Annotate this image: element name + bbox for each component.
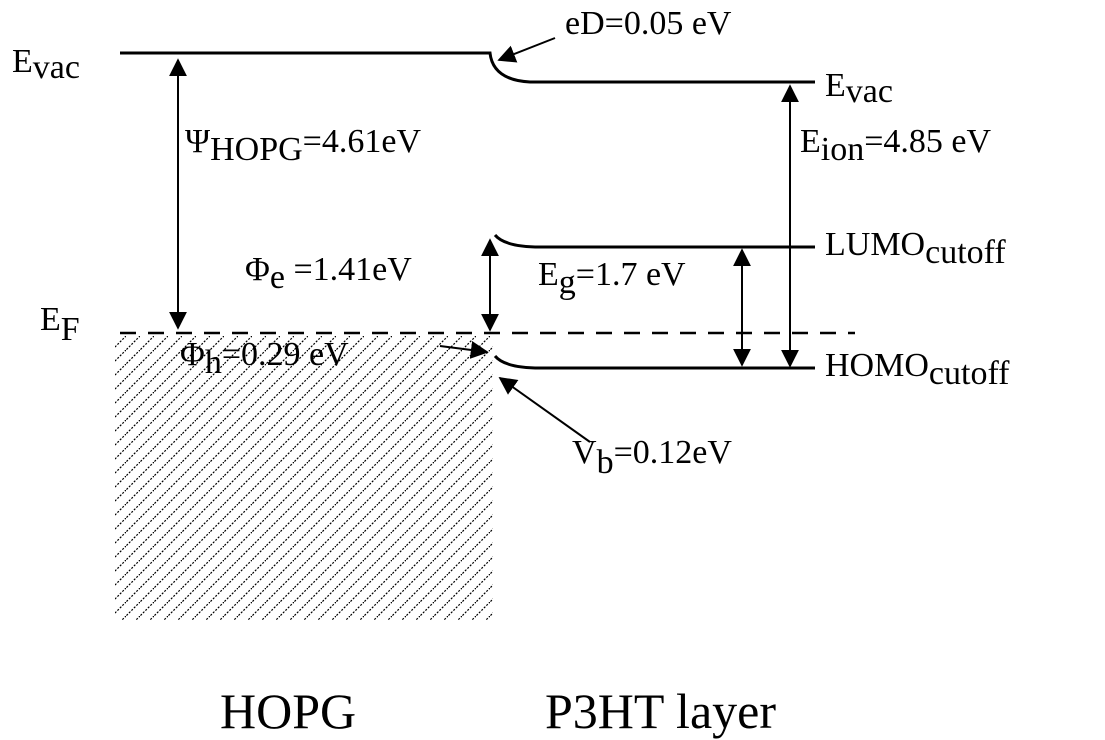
ionization-label: Eion=4.85 eV	[800, 123, 992, 168]
lumo-label: LUMOcutoff	[825, 226, 1006, 271]
electron-barrier-label: Φe =1.41eV	[245, 251, 412, 296]
metal-filled-states	[115, 336, 493, 620]
work-function-label: ΨHOPG=4.61eV	[185, 123, 421, 168]
material-label: P3HT layer	[545, 683, 776, 739]
fermi-label: EF	[40, 301, 80, 348]
band-gap-label: Eg=1.7 eV	[538, 256, 686, 301]
material-label: HOPG	[220, 683, 356, 739]
vacuum-label-right: Evac	[825, 67, 893, 110]
hole-barrier-label: Φh=0.29 eV	[180, 336, 349, 381]
homo-level	[493, 354, 815, 370]
homo-label: HOMOcutoff	[825, 347, 1010, 392]
band-bending-arrow	[498, 376, 591, 443]
lumo-level	[493, 233, 815, 249]
band-bending-label: Vb=0.12eV	[572, 434, 732, 481]
hole-barrier-arrow	[439, 341, 489, 359]
vacuum-level	[120, 51, 815, 84]
dipole-arrow	[497, 37, 556, 63]
vacuum-label-left: Evac	[12, 43, 80, 86]
dipole-label: eD=0.05 eV	[565, 5, 732, 42]
